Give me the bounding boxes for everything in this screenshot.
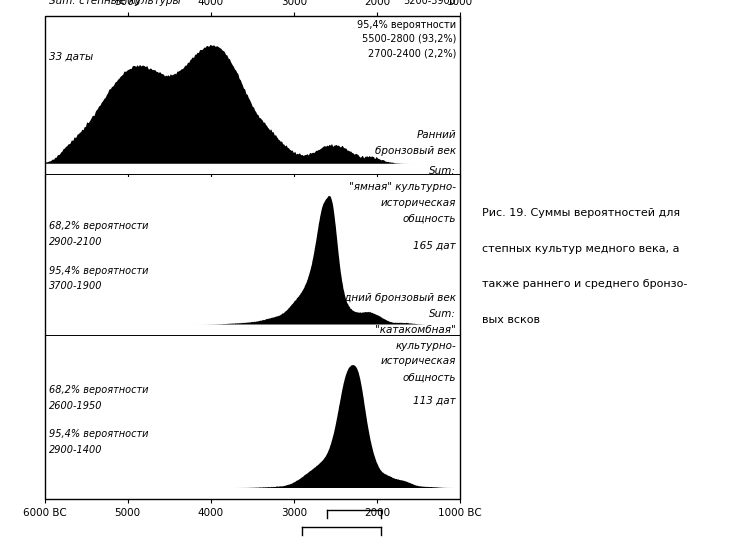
Text: 95,4% вероятности: 95,4% вероятности	[49, 429, 148, 439]
Text: степных культур медного века, а: степных культур медного века, а	[482, 244, 680, 254]
Text: бронзовый век: бронзовый век	[375, 146, 456, 156]
Text: Sum: степные культуры: Sum: степные культуры	[49, 0, 180, 6]
Text: Рис. 19. Суммы вероятностей для: Рис. 19. Суммы вероятностей для	[482, 208, 680, 218]
Text: культурно-: культурно-	[395, 341, 456, 351]
Text: общность: общность	[402, 214, 456, 224]
Text: историческая: историческая	[381, 357, 456, 367]
Text: 2700-2400 (2,2%): 2700-2400 (2,2%)	[367, 48, 456, 58]
Text: 113 дат: 113 дат	[413, 396, 456, 406]
Text: 68,2% вероятности: 68,2% вероятности	[49, 385, 148, 395]
Text: 2600-1950: 2600-1950	[49, 401, 102, 410]
Text: 5200-3900: 5200-3900	[403, 0, 456, 6]
Text: Средний бронзовый век: Средний бронзовый век	[324, 293, 456, 303]
Text: 3700-1900: 3700-1900	[49, 282, 102, 292]
Text: вых всков: вых всков	[482, 315, 540, 325]
Text: историческая: историческая	[381, 198, 456, 208]
Text: "ямная" культурно-: "ямная" культурно-	[349, 182, 456, 192]
Text: Ранний: Ранний	[416, 130, 456, 140]
Text: 68,2% вероятности: 68,2% вероятности	[49, 221, 148, 231]
Text: 33 даты: 33 даты	[49, 51, 93, 61]
Text: общность: общность	[402, 372, 456, 383]
Text: 5500-2800 (93,2%): 5500-2800 (93,2%)	[361, 34, 456, 44]
Text: 165 дат: 165 дат	[413, 241, 456, 250]
Text: также раннего и среднего бронзо-: также раннего и среднего бронзо-	[482, 279, 688, 289]
Text: 2900-2100: 2900-2100	[49, 237, 102, 247]
Text: Sum:: Sum:	[429, 309, 456, 319]
Text: 95,4% вероятности: 95,4% вероятности	[49, 266, 148, 276]
Text: "катакомбная": "катакомбная"	[375, 325, 456, 335]
Text: Sum:: Sum:	[429, 166, 456, 176]
Text: 95,4% вероятности: 95,4% вероятности	[357, 20, 456, 30]
Text: 2900-1400: 2900-1400	[49, 445, 102, 455]
